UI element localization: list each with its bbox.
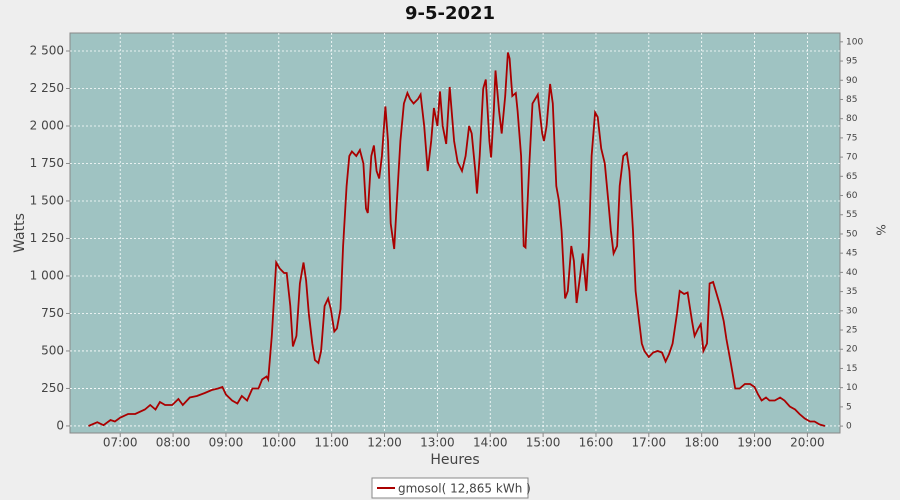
y-tick-label: 1 500	[30, 193, 64, 207]
y2-tick-label: 45	[846, 249, 857, 259]
y-tick-label: 0	[56, 418, 64, 432]
x-tick-label: 18:00	[684, 436, 719, 450]
y2-tick-label: 30	[846, 306, 858, 316]
y2-tick-label: 15	[846, 364, 857, 374]
y-tick-label: 1 250	[30, 231, 64, 245]
x-tick-label: 10:00	[262, 436, 297, 450]
plot-background	[69, 32, 841, 434]
x-tick-label: 09:00	[209, 436, 244, 450]
legend-box	[371, 477, 529, 499]
x-tick-label: 19:00	[737, 436, 772, 450]
y2-tick-label: 40	[846, 268, 858, 278]
y2-tick-label: 55	[846, 210, 857, 220]
x-tick-label: 07:00	[103, 436, 138, 450]
y-tick-label: 1 750	[30, 156, 64, 170]
y-axis-label: Watts	[12, 213, 28, 253]
x-tick-label: 14:00	[473, 436, 508, 450]
y-tick-label: 500	[41, 343, 64, 357]
y2-tick-label: 25	[846, 326, 857, 336]
y2-tick-label: 80	[846, 114, 858, 124]
x-tick-label: 12:00	[367, 436, 402, 450]
y2-axis-label: %	[874, 224, 888, 235]
x-tick-label: 11:00	[314, 436, 349, 450]
y2-tick-label: 90	[846, 76, 858, 86]
x-tick-label: 20:00	[790, 436, 825, 450]
data-line	[88, 52, 826, 427]
x-tick-label: 17:00	[632, 436, 667, 450]
y-tick-label: 2 250	[30, 81, 64, 95]
y2-tick-label: 20	[846, 345, 858, 355]
y2-tick-label: 70	[846, 153, 858, 163]
x-tick-label: 13:00	[420, 436, 455, 450]
y-tick-label: 250	[41, 381, 64, 395]
y2-tick-label: 65	[846, 172, 857, 182]
y2-tick-label: 95	[846, 57, 857, 67]
y2-tick-label: 75	[846, 133, 857, 143]
y2-tick-label: 60	[846, 191, 858, 201]
legend-label: gmosol( 12,865 kWh )	[398, 482, 531, 496]
chart-title: 9-5-2021	[405, 3, 495, 24]
y2-tick-label: 5	[846, 402, 852, 412]
x-tick-label: 08:00	[156, 436, 191, 450]
y2-tick-label: 0	[846, 422, 852, 432]
y2-tick-label: 85	[846, 95, 857, 105]
y-tick-label: 750	[41, 306, 64, 320]
y-tick-label: 2 000	[30, 118, 64, 132]
x-tick-label: 15:00	[526, 436, 561, 450]
x-tick-label: 16:00	[579, 436, 614, 450]
y-tick-label: 1 000	[30, 268, 64, 282]
y2-tick-label: 50	[846, 229, 858, 239]
x-axis-label: Heures	[430, 452, 479, 468]
y2-tick-label: 35	[846, 287, 857, 297]
y2-tick-label: 100	[846, 37, 863, 47]
y2-tick-label: 10	[846, 383, 858, 393]
y-tick-label: 2 500	[30, 43, 64, 57]
